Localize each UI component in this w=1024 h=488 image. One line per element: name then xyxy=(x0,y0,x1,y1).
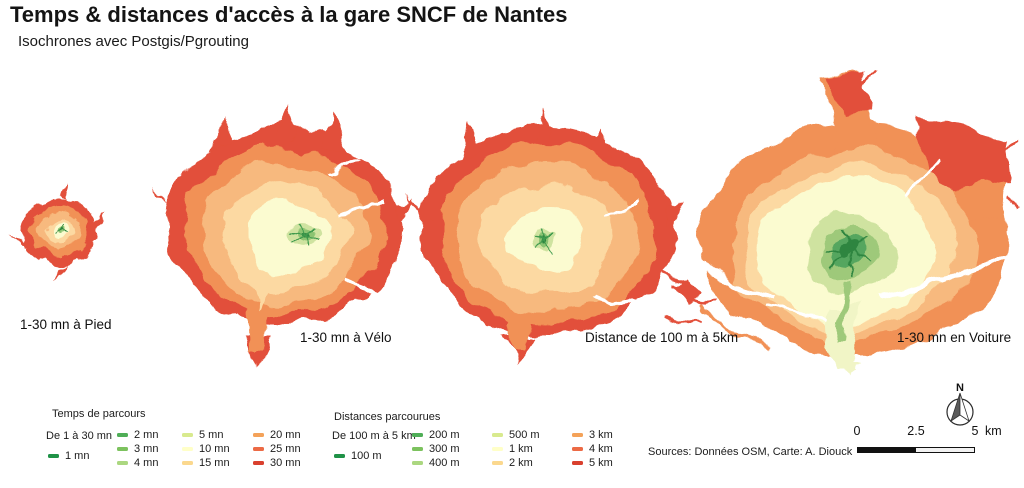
legend-item-label: 15 mn xyxy=(199,457,230,469)
legend-swatch xyxy=(572,432,583,438)
legend-swatch xyxy=(492,446,503,452)
map-label-distance: Distance de 100 m à 5km xyxy=(585,330,739,345)
map-label-voiture: 1-30 mn en Voiture xyxy=(897,330,1012,345)
legend-item: 5 mn xyxy=(182,428,230,442)
legend-swatch xyxy=(572,446,583,452)
legend-swatch xyxy=(572,460,583,466)
legend-item: 20 mn xyxy=(253,428,301,442)
legend-swatch xyxy=(182,460,193,466)
legend-distance: Distances parcourues De 100 m à 5 km 100… xyxy=(332,404,632,480)
legend-item: 2 km xyxy=(492,456,540,470)
legend-time-range: De 1 à 30 mn xyxy=(46,430,113,442)
legend-swatch xyxy=(412,460,423,466)
legend-item: 10 mn xyxy=(182,442,230,456)
scalebar: 0 2.5 5 km xyxy=(845,424,1020,458)
legend-item-label: 1 km xyxy=(509,443,533,455)
legend-item: 2 mn xyxy=(117,428,158,442)
legend-swatch xyxy=(412,432,423,438)
legend-swatch xyxy=(492,460,503,466)
legend-time-col2: 5 mn 10 mn 15 mn xyxy=(182,428,230,470)
north-arrow-icon: N xyxy=(946,382,974,426)
legend-item: 15 mn xyxy=(182,456,230,470)
legend-swatch xyxy=(253,432,264,438)
legend-item: 400 m xyxy=(412,456,460,470)
map-distance-blob xyxy=(409,111,713,366)
legend-item: 100 m xyxy=(334,449,382,463)
legend-item: 1 mn xyxy=(48,449,89,463)
map-voiture-blob xyxy=(665,66,1023,381)
legend-item: 1 km xyxy=(492,442,540,456)
legend-item-label: 5 mn xyxy=(199,429,224,441)
legend-swatch xyxy=(182,446,193,452)
legend-item-label: 30 mn xyxy=(270,457,301,469)
legend-item-label: 10 mn xyxy=(199,443,230,455)
map-velo-blob xyxy=(150,109,416,368)
legend-item: 500 m xyxy=(492,428,540,442)
map-pied-blob xyxy=(11,182,105,282)
legend-item-label: 500 m xyxy=(509,429,540,441)
legend-swatch xyxy=(182,432,193,438)
map-label-pied: 1-30 mn à Pied xyxy=(20,317,112,332)
legend-item-label: 2 km xyxy=(509,457,533,469)
page-title: Temps & distances d'accès à la gare SNCF… xyxy=(10,2,568,27)
legend-swatch xyxy=(412,446,423,452)
legend-item-label: 2 mn xyxy=(134,429,159,441)
legend-item-label: 200 m xyxy=(429,429,460,441)
legend-distance-col1: 200 m 300 m 400 m xyxy=(412,428,460,470)
legend-item: 30 mn xyxy=(253,456,301,470)
legend-item: 4 km xyxy=(572,442,613,456)
legend-swatch xyxy=(334,453,345,459)
legend-item: 3 km xyxy=(572,428,613,442)
legend-time-title: Temps de parcours xyxy=(52,408,146,420)
legend-time-col1: 2 mn 3 mn 4 mn xyxy=(117,428,158,470)
page-subtitle: Isochrones avec Postgis/Pgrouting xyxy=(18,33,249,50)
legend-distance-range: De 100 m à 5 km xyxy=(332,430,416,442)
legend-item-label: 25 mn xyxy=(270,443,301,455)
legend-item-label: 4 km xyxy=(589,443,613,455)
legend-item: 200 m xyxy=(412,428,460,442)
legend-swatch xyxy=(117,432,128,438)
legend-item: 4 mn xyxy=(117,456,158,470)
legend-swatch xyxy=(48,453,59,459)
legend-distance-title: Distances parcourues xyxy=(334,411,441,423)
source-credit: Sources: Données OSM, Carte: A. Diouck xyxy=(648,446,853,458)
legend-item: 5 km xyxy=(572,456,613,470)
legend-distance-col2: 500 m 1 km 2 km xyxy=(492,428,540,470)
legend-item-label: 1 mn xyxy=(65,450,90,462)
scalebar-tick-end: 5 xyxy=(971,424,979,438)
north-label: N xyxy=(956,382,964,394)
isochrone-maps xyxy=(11,66,1023,381)
legend-item-label: 20 mn xyxy=(270,429,301,441)
legend-time-col3: 20 mn 25 mn 30 mn xyxy=(253,428,301,470)
map-label-velo: 1-30 mn à Vélo xyxy=(300,330,392,345)
legend-item-label: 3 mn xyxy=(134,443,159,455)
scalebar-unit: km xyxy=(985,424,1002,438)
legend-swatch xyxy=(492,432,503,438)
legend-item-label: 300 m xyxy=(429,443,460,455)
scalebar-bar xyxy=(857,447,975,453)
legend-swatch xyxy=(253,460,264,466)
legend-swatch xyxy=(117,460,128,466)
scalebar-bar-fill xyxy=(858,448,916,452)
scalebar-tick-0: 0 xyxy=(853,424,861,438)
north-arrow: N xyxy=(938,380,982,433)
legend-item-label: 100 m xyxy=(351,450,382,462)
legend-item-label: 5 km xyxy=(589,457,613,469)
legend-item: 300 m xyxy=(412,442,460,456)
legend-item-label: 400 m xyxy=(429,457,460,469)
legend-item: 25 mn xyxy=(253,442,301,456)
legend-item-label: 3 km xyxy=(589,429,613,441)
scalebar-tick-mid: 2.5 xyxy=(907,424,925,438)
legend-item: 3 mn xyxy=(117,442,158,456)
legend-item-label: 4 mn xyxy=(134,457,159,469)
legend-swatch xyxy=(253,446,264,452)
legend-swatch xyxy=(117,446,128,452)
legend-time: Temps de parcours De 1 à 30 mn 1 mn 2 mn… xyxy=(46,404,331,480)
legend-distance-col3: 3 km 4 km 5 km xyxy=(572,428,613,470)
